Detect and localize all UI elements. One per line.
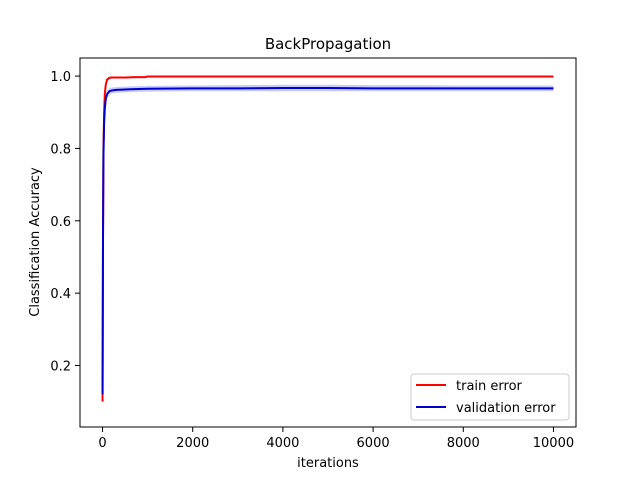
chart-title: BackPropagation [265,35,391,53]
y-axis-label: Classification Accuracy [28,167,43,317]
x-tick-label: 4000 [266,436,299,451]
legend-box [410,373,570,421]
y-tick-label: 0.8 [50,142,71,157]
legend-label-validation-error: validation error [456,401,556,416]
series-line-validation-error [101,87,554,395]
y-tick-label: 0.4 [50,287,71,302]
confidence-bands [102,76,554,411]
series-lines [101,75,554,402]
x-tick-label: 8000 [447,436,480,451]
y-tick-label: 0.6 [50,215,71,230]
series-line-train-error [101,75,554,402]
y-tick-label: 1.0 [50,70,71,85]
x-axis-ticks: 0 2000 4000 6000 8000 10000 [98,427,574,451]
band-train-error [102,76,554,411]
legend: train error validation error [410,373,570,421]
legend-label-train-error: train error [456,379,523,394]
x-tick-label: 2000 [176,436,209,451]
x-axis-label: iterations [297,456,359,471]
band-validation-error [102,84,554,402]
x-tick-label: 6000 [357,436,390,451]
y-axis-ticks: 0.2 0.4 0.6 0.8 1.0 [50,70,80,375]
x-tick-label: 0 [98,436,106,451]
y-tick-label: 0.2 [50,360,71,375]
plot-frame [79,57,577,428]
x-tick-label: 10000 [533,436,574,451]
